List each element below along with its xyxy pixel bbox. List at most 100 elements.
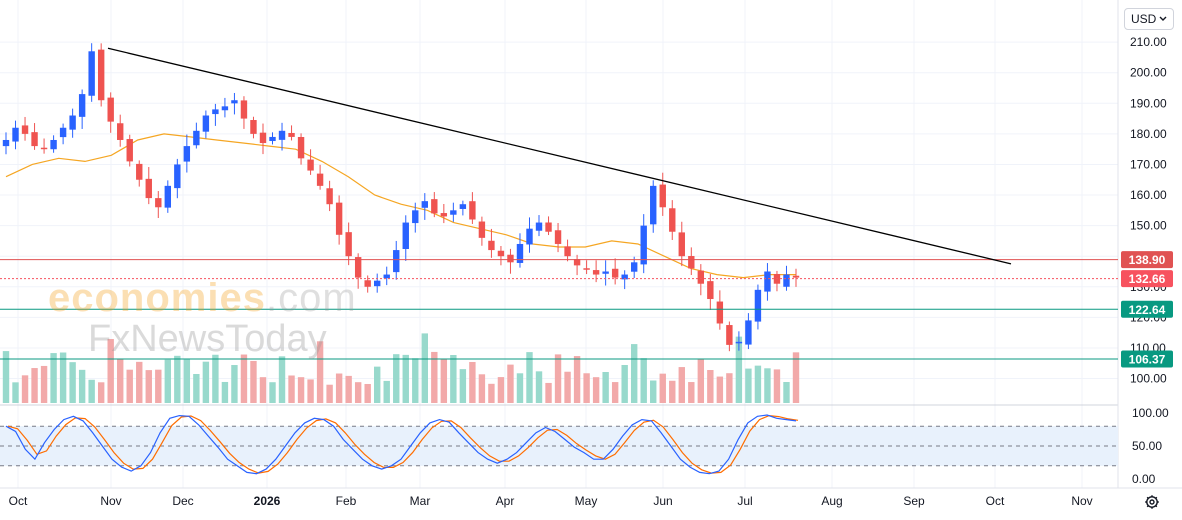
candle-body xyxy=(507,254,514,263)
price-level-tag xyxy=(1121,270,1173,288)
volume-bar xyxy=(12,382,19,403)
volume-bar xyxy=(754,365,762,403)
price-level-tag-label: 106.37 xyxy=(1129,353,1166,367)
trendline[interactable] xyxy=(107,47,1012,265)
candle-body xyxy=(278,130,286,140)
candle-body xyxy=(88,51,95,96)
price-level-tags: 138.90 132.66 122.64 106.37 xyxy=(1121,251,1173,368)
volume-bar xyxy=(354,382,362,403)
volume-bar xyxy=(564,371,571,403)
candle-body xyxy=(393,250,400,273)
volume-bar xyxy=(117,359,124,403)
candle-body xyxy=(155,198,162,208)
volume-bar xyxy=(507,364,514,403)
volume-bar xyxy=(345,375,352,403)
candle-body xyxy=(250,120,257,134)
time-axis[interactable]: Oct Nov Dec 2026 Feb Mar Apr May Jun Jul Aug Sep Oct… xyxy=(9,494,1093,508)
stochastic-k-line xyxy=(5,414,797,475)
volume-bar xyxy=(2,351,10,403)
time-tick-label: Jul xyxy=(737,494,752,508)
candle-body xyxy=(516,243,524,263)
volume-bar xyxy=(659,373,666,403)
candle-body xyxy=(764,271,771,292)
volume-bar xyxy=(773,369,781,403)
price-tick-label: 150.00 xyxy=(1130,219,1167,233)
candle-body xyxy=(59,127,67,138)
time-tick-label: Oct xyxy=(9,494,28,508)
candle-body xyxy=(316,173,324,186)
price-tick-label: 200.00 xyxy=(1130,66,1167,80)
time-tick-label: Oct xyxy=(986,494,1005,508)
moving-average xyxy=(5,133,796,279)
volume-bar xyxy=(792,352,800,403)
chart-settings-button[interactable] xyxy=(1143,493,1161,511)
candle-body xyxy=(231,100,238,104)
volume-bar xyxy=(50,353,57,403)
volume-bar xyxy=(535,371,543,403)
volume-bar xyxy=(630,344,638,403)
candle-body xyxy=(2,139,10,147)
volume-bar xyxy=(136,361,143,403)
candle-body xyxy=(545,222,552,232)
currency-select[interactable]: USD xyxy=(1124,8,1174,30)
volume-bar xyxy=(497,377,505,403)
candle-body xyxy=(707,281,714,300)
candle-body xyxy=(621,274,628,280)
candle-body xyxy=(117,123,124,140)
volume-bar xyxy=(611,382,619,403)
volume-bar xyxy=(393,354,400,403)
volume-bar xyxy=(621,364,628,403)
volume-bar xyxy=(469,361,476,403)
time-tick-label: Apr xyxy=(496,494,515,508)
candle-body xyxy=(564,246,571,257)
candle-body xyxy=(31,132,38,147)
gear-icon xyxy=(1145,495,1159,509)
volume-bar xyxy=(783,381,790,403)
volume-bar xyxy=(59,352,67,403)
candle-body xyxy=(145,178,152,199)
volume-bar xyxy=(383,380,390,403)
price-axis[interactable]: 210.00 200.00 190.00 180.00 170.00 160.00 150.… xyxy=(1130,35,1167,385)
candle-body xyxy=(335,202,343,235)
candle-body xyxy=(183,146,191,162)
stochastic-tick-label: 100.00 xyxy=(1132,406,1169,420)
candle-body xyxy=(383,274,390,279)
volume-bar xyxy=(450,354,457,403)
candle-body xyxy=(126,139,133,162)
volume-bar xyxy=(307,379,314,403)
volume-bar xyxy=(40,365,48,403)
candle-body xyxy=(364,280,371,287)
candle-body xyxy=(107,97,114,122)
time-tick-label: Sep xyxy=(903,494,925,508)
candle-body xyxy=(726,325,733,345)
candle-body xyxy=(688,256,695,269)
price-level-tag xyxy=(1121,350,1173,368)
candle-body xyxy=(469,201,476,220)
volume-bar xyxy=(735,336,743,403)
candle-body xyxy=(650,185,657,225)
candle-body xyxy=(259,132,267,144)
candle-body xyxy=(78,94,86,117)
candle-body xyxy=(221,106,229,111)
time-tick-label: Feb xyxy=(336,494,357,508)
price-tick-label: 210.00 xyxy=(1130,35,1167,49)
volume-bar xyxy=(440,359,448,403)
volume-bar xyxy=(573,356,581,403)
candle-body xyxy=(440,213,448,217)
time-tick-label: May xyxy=(575,494,598,508)
volume-bar xyxy=(288,375,295,403)
volume-bar xyxy=(640,358,647,403)
candle-body xyxy=(402,222,409,249)
volume-bar xyxy=(431,351,438,403)
candle-body xyxy=(288,132,295,137)
grid xyxy=(0,0,1182,489)
price-level-tag-label: 138.90 xyxy=(1129,253,1166,267)
candle-body xyxy=(269,136,276,142)
candles xyxy=(2,43,800,352)
volume-bar xyxy=(478,374,486,403)
volume-bars xyxy=(2,333,800,403)
stochastic-axis: 100.00 50.00 0.00 xyxy=(1132,406,1169,486)
chevron-down-icon xyxy=(1159,16,1167,21)
candle-body xyxy=(345,232,352,257)
